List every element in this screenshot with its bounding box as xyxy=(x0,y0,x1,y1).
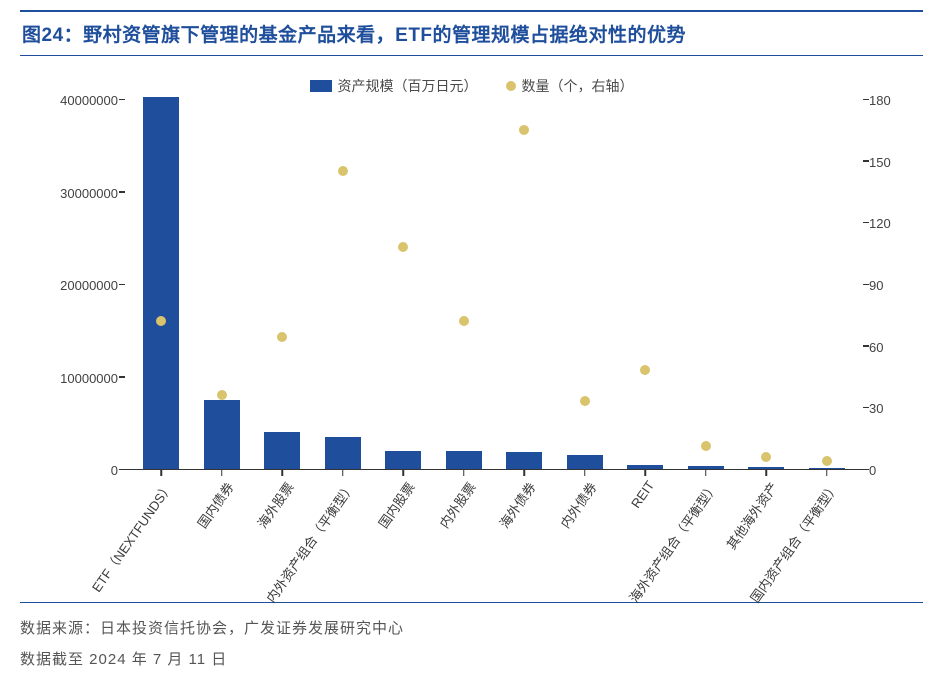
scatter-dot xyxy=(519,125,529,135)
bar-slot xyxy=(797,100,858,469)
x-label: 海外债券 xyxy=(494,478,539,532)
bar xyxy=(204,400,240,469)
figure-title-prefix: 图24： xyxy=(22,25,83,46)
scatter-dot xyxy=(640,365,650,375)
scatter-dot xyxy=(580,396,590,406)
bar-slot xyxy=(131,100,192,469)
y-left-tick xyxy=(119,376,125,378)
scatter-dot xyxy=(277,332,287,342)
y-left-tick xyxy=(119,191,125,193)
bars-layer xyxy=(125,100,863,469)
y-left-tick-label: 30000000 xyxy=(60,186,118,201)
scatter-dot xyxy=(701,441,711,451)
bar-slot xyxy=(494,100,555,469)
bar-slot xyxy=(555,100,616,469)
y-left-tick xyxy=(119,99,125,101)
data-source: 数据来源：日本投资信托协会，广发证券发展研究中心 xyxy=(20,617,923,638)
bar-slot xyxy=(373,100,434,469)
bar-slot xyxy=(676,100,737,469)
scatter-dot xyxy=(761,452,771,462)
x-label-slot: 国内资产组合（平衡型） xyxy=(797,470,858,602)
x-label-slot: 海外债券 xyxy=(494,470,555,602)
bar xyxy=(688,466,724,469)
x-label-slot: ETF（NEXTFUNDS） xyxy=(131,470,192,602)
bar xyxy=(748,467,784,469)
figure-footer: 数据来源：日本投资信托协会，广发证券发展研究中心 数据截至 2024 年 7 月… xyxy=(20,602,923,669)
scatter-dot xyxy=(398,242,408,252)
plot-area: 0100000002000000030000000400000000306090… xyxy=(20,100,923,470)
legend-dot: 数量（个，右轴） xyxy=(506,76,634,96)
x-axis-labels: ETF（NEXTFUNDS）国内债券海外股票内外资产组合（平衡型）国内股票内外股… xyxy=(20,470,923,602)
figure-title-text: 野村资管旗下管理的基金产品来看，ETF的管理规模占据绝对性的优势 xyxy=(83,25,686,46)
x-label-slot: 内外资产组合（平衡型） xyxy=(313,470,374,602)
bar xyxy=(446,451,482,470)
y-right-tick-label: 180 xyxy=(869,93,891,108)
bar-slot xyxy=(252,100,313,469)
bar-slot xyxy=(736,100,797,469)
x-label: 内外股票 xyxy=(434,478,479,532)
x-axis-labels-inner: ETF（NEXTFUNDS）国内债券海外股票内外资产组合（平衡型）国内股票内外股… xyxy=(125,470,863,602)
y-left-tick-label: 10000000 xyxy=(60,371,118,386)
bar-slot xyxy=(615,100,676,469)
scatter-dot xyxy=(156,316,166,326)
bar xyxy=(325,437,361,469)
y-left-tick-label: 20000000 xyxy=(60,278,118,293)
y-left-tick xyxy=(119,284,125,286)
bar xyxy=(143,97,179,469)
bar-slot xyxy=(313,100,374,469)
bar-slot xyxy=(192,100,253,469)
legend-bar-swatch xyxy=(310,80,332,92)
data-source-text: 日本投资信托协会，广发证券发展研究中心 xyxy=(100,620,404,637)
legend-dot-swatch xyxy=(506,81,516,91)
plot-inner xyxy=(125,100,863,470)
x-label-slot: 国内债券 xyxy=(192,470,253,602)
y-right-tick-label: 60 xyxy=(869,340,883,355)
x-label: 海外股票 xyxy=(252,478,297,532)
bar-slot xyxy=(434,100,495,469)
chart-container: 资产规模（百万日元） 数量（个，右轴） 01000000020000000300… xyxy=(20,72,923,602)
y-left-tick-label: 40000000 xyxy=(60,93,118,108)
x-label: 国内股票 xyxy=(373,478,418,532)
figure-title: 图24：野村资管旗下管理的基金产品来看，ETF的管理规模占据绝对性的优势 xyxy=(22,20,921,47)
bar xyxy=(627,465,663,469)
bar xyxy=(506,452,542,469)
y-right-tick-label: 150 xyxy=(869,155,891,170)
chart-legend: 资产规模（百万日元） 数量（个，右轴） xyxy=(20,72,923,100)
x-label-slot: 内外债券 xyxy=(555,470,616,602)
data-source-label: 数据来源： xyxy=(20,620,100,637)
y-right-tick-label: 30 xyxy=(869,401,883,416)
bar xyxy=(385,451,421,470)
bar xyxy=(264,432,300,469)
scatter-dot xyxy=(217,390,227,400)
x-label-slot: 国内股票 xyxy=(373,470,434,602)
y-right-tick-label: 120 xyxy=(869,216,891,231)
x-label: 内外债券 xyxy=(555,478,600,532)
scatter-dot xyxy=(822,456,832,466)
x-label-slot: 内外股票 xyxy=(434,470,495,602)
legend-dot-label: 数量（个，右轴） xyxy=(522,76,634,96)
y-right-tick-label: 90 xyxy=(869,278,883,293)
x-label: REIT xyxy=(628,478,657,511)
scatter-dot xyxy=(459,316,469,326)
bar xyxy=(809,468,845,469)
scatter-dot xyxy=(338,166,348,176)
figure-title-bar: 图24：野村资管旗下管理的基金产品来看，ETF的管理规模占据绝对性的优势 xyxy=(20,10,923,56)
x-label: ETF（NEXTFUNDS） xyxy=(87,478,177,595)
legend-bar: 资产规模（百万日元） xyxy=(310,76,478,96)
bar xyxy=(567,455,603,469)
legend-bar-label: 资产规模（百万日元） xyxy=(338,76,478,96)
x-label: 国内债券 xyxy=(192,478,237,532)
data-asof: 数据截至 2024 年 7 月 11 日 xyxy=(20,648,923,669)
